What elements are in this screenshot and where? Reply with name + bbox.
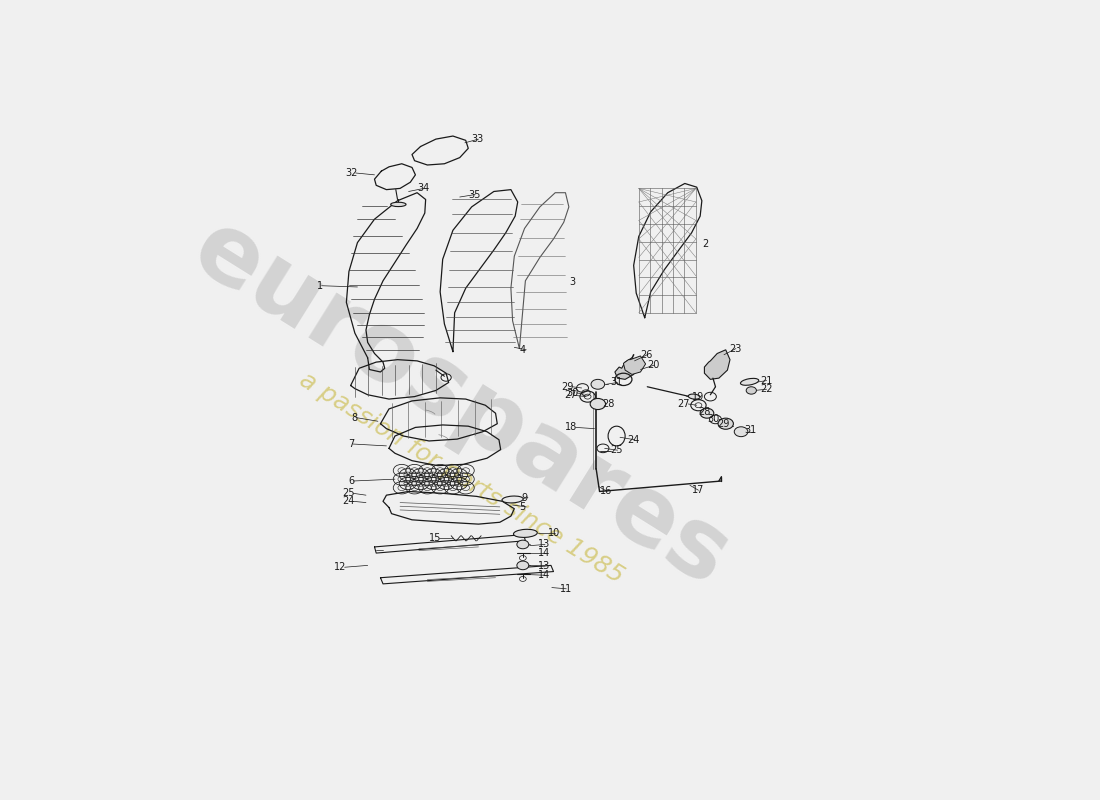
Circle shape bbox=[734, 426, 748, 437]
Circle shape bbox=[718, 418, 734, 430]
Text: 18: 18 bbox=[565, 422, 578, 433]
Text: 17: 17 bbox=[692, 486, 704, 495]
Text: 7: 7 bbox=[349, 439, 355, 449]
Text: 3: 3 bbox=[569, 277, 575, 287]
Circle shape bbox=[517, 540, 529, 549]
Text: 14: 14 bbox=[538, 570, 550, 580]
Text: 10: 10 bbox=[549, 528, 561, 538]
Text: 13: 13 bbox=[538, 539, 550, 550]
Circle shape bbox=[591, 398, 605, 410]
Circle shape bbox=[591, 379, 605, 390]
Text: 22: 22 bbox=[760, 384, 772, 394]
Text: 16: 16 bbox=[601, 486, 613, 497]
Text: 31: 31 bbox=[745, 426, 757, 435]
Text: 25: 25 bbox=[342, 488, 355, 498]
Text: 26: 26 bbox=[640, 350, 652, 360]
Ellipse shape bbox=[514, 530, 537, 538]
Text: 29: 29 bbox=[562, 382, 574, 392]
Circle shape bbox=[517, 561, 529, 570]
Text: 28: 28 bbox=[698, 407, 711, 417]
Text: 28: 28 bbox=[602, 399, 615, 409]
Circle shape bbox=[746, 386, 757, 394]
Text: 35: 35 bbox=[469, 190, 481, 199]
Text: 34: 34 bbox=[417, 183, 429, 194]
Polygon shape bbox=[704, 350, 730, 379]
Text: 15: 15 bbox=[429, 534, 441, 543]
Text: 12: 12 bbox=[334, 562, 346, 572]
Text: 21: 21 bbox=[760, 375, 772, 386]
Text: 30: 30 bbox=[566, 388, 579, 398]
Text: 24: 24 bbox=[342, 496, 355, 506]
Text: 14: 14 bbox=[538, 548, 550, 558]
Ellipse shape bbox=[689, 394, 700, 399]
Text: 27: 27 bbox=[678, 399, 690, 409]
Text: 33: 33 bbox=[472, 134, 484, 144]
Text: 30: 30 bbox=[707, 414, 719, 424]
Text: 13: 13 bbox=[538, 561, 550, 571]
Text: 11: 11 bbox=[560, 584, 572, 594]
Ellipse shape bbox=[502, 496, 524, 503]
Text: 2: 2 bbox=[702, 239, 708, 249]
Circle shape bbox=[700, 408, 714, 418]
Text: 1: 1 bbox=[317, 281, 323, 290]
Polygon shape bbox=[615, 358, 636, 379]
Text: 31: 31 bbox=[610, 378, 623, 387]
Text: 29: 29 bbox=[717, 419, 729, 430]
Text: 4: 4 bbox=[519, 345, 526, 354]
Text: 5: 5 bbox=[519, 502, 526, 512]
Ellipse shape bbox=[740, 378, 759, 386]
Text: 27: 27 bbox=[564, 390, 576, 400]
Ellipse shape bbox=[390, 202, 406, 206]
Polygon shape bbox=[624, 356, 646, 374]
Text: 24: 24 bbox=[628, 434, 640, 445]
Text: 25: 25 bbox=[610, 445, 623, 455]
Text: 23: 23 bbox=[729, 343, 741, 354]
Text: 9: 9 bbox=[521, 493, 527, 502]
Text: 8: 8 bbox=[351, 413, 358, 422]
Text: 32: 32 bbox=[345, 168, 358, 178]
Text: a passion for parts since 1985: a passion for parts since 1985 bbox=[295, 368, 628, 588]
Text: eurospares: eurospares bbox=[176, 202, 747, 606]
Text: 6: 6 bbox=[349, 476, 355, 486]
Text: 19: 19 bbox=[692, 392, 704, 402]
Text: 20: 20 bbox=[647, 360, 660, 370]
